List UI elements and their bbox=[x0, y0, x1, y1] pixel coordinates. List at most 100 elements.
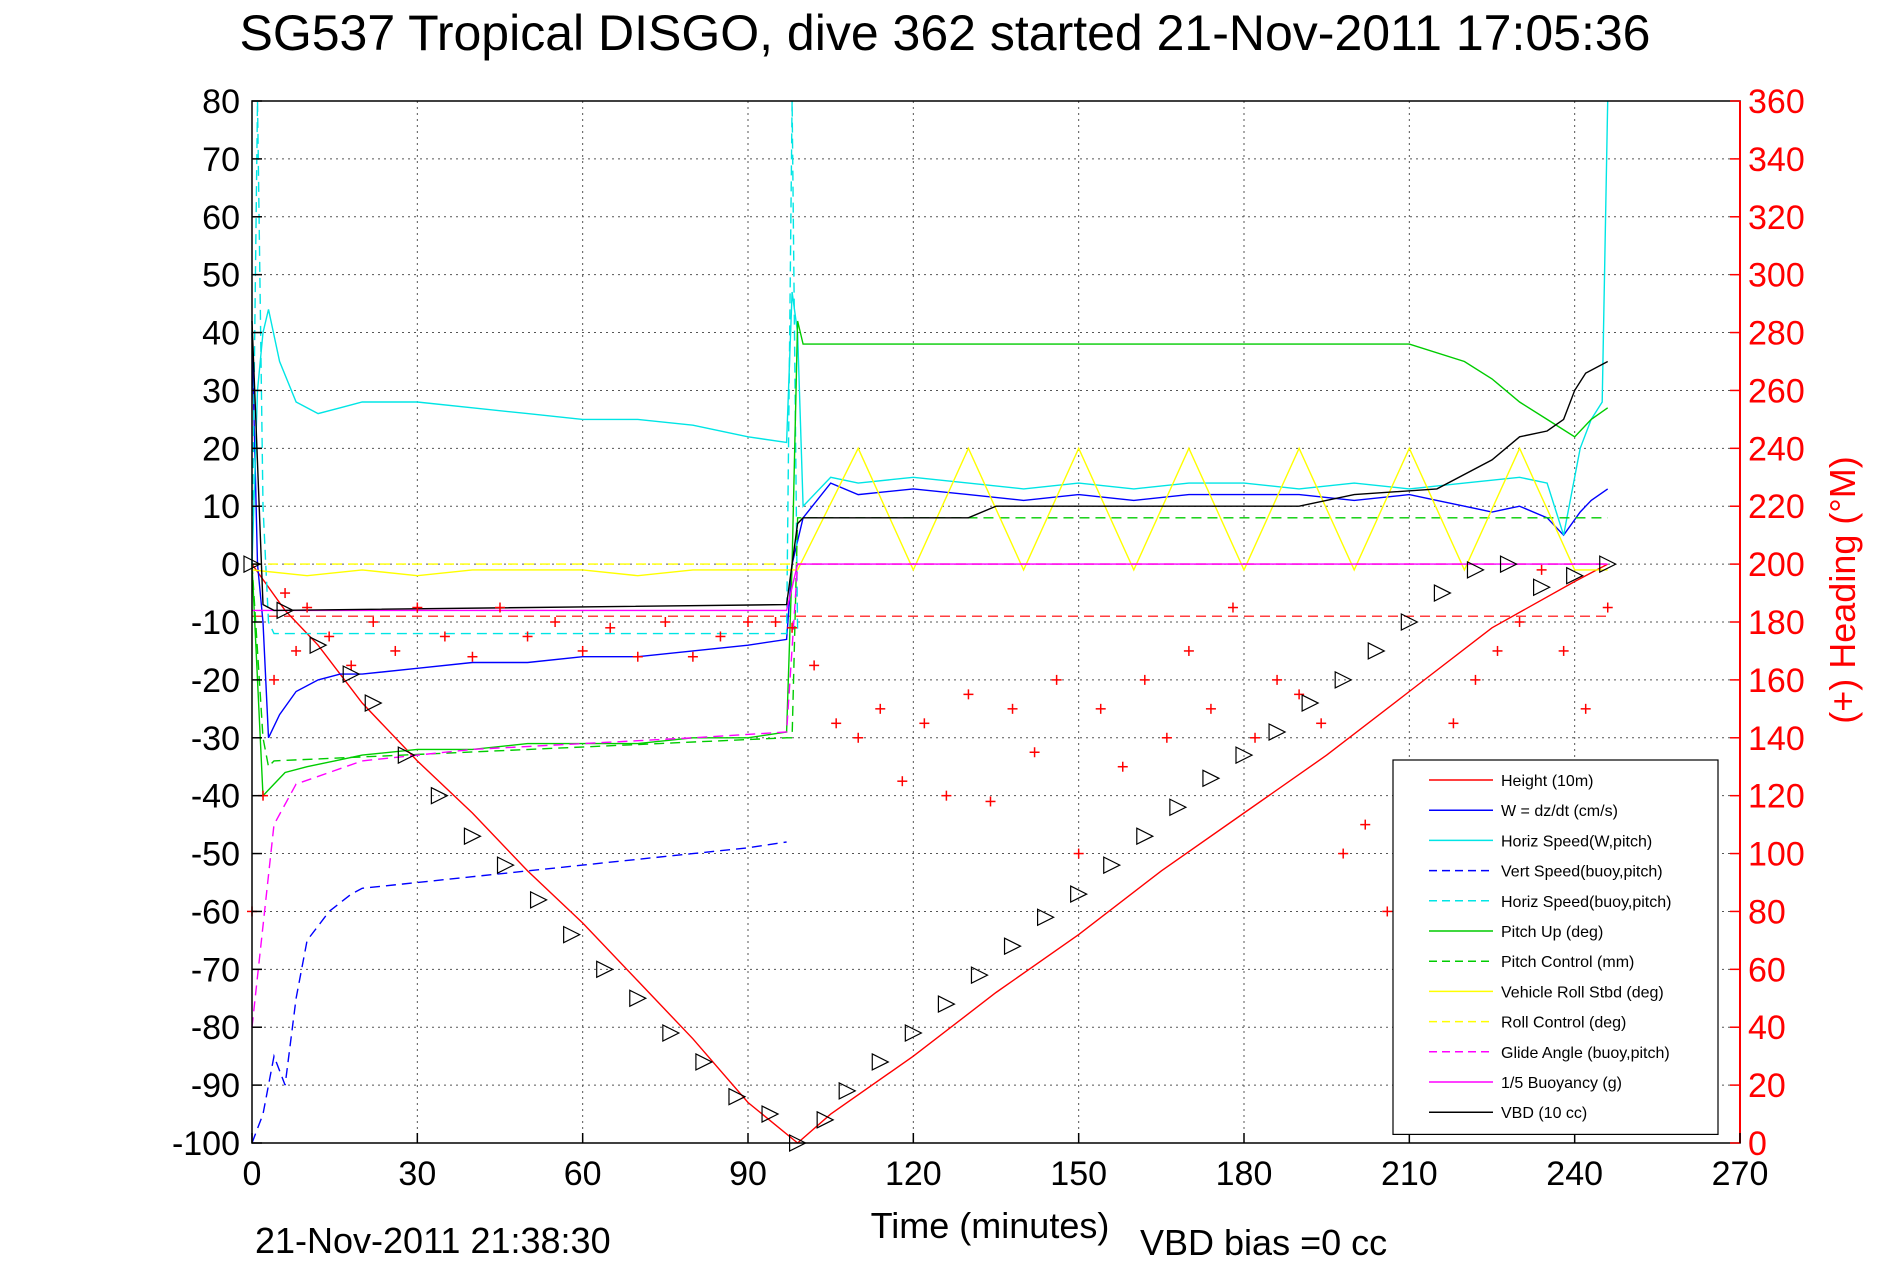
heading-point bbox=[1183, 645, 1194, 656]
y-tick-label: -70 bbox=[191, 951, 240, 989]
heading-point bbox=[1161, 732, 1172, 743]
right-tick-label: 280 bbox=[1748, 315, 1805, 353]
right-tick-label: 160 bbox=[1748, 662, 1805, 700]
vbd-marker bbox=[596, 960, 615, 979]
y-tick-label: 30 bbox=[202, 372, 240, 410]
legend-label: Height (10m) bbox=[1501, 773, 1593, 790]
legend-label: Glide Angle (buoy,pitch) bbox=[1501, 1045, 1670, 1062]
heading-point bbox=[390, 645, 401, 656]
vbd-marker bbox=[1532, 578, 1551, 597]
right-tick-label: 140 bbox=[1748, 720, 1805, 758]
legend-item: Glide Angle (buoy,pitch) bbox=[1429, 1045, 1670, 1062]
bottom-axis-ticks: 0 30 60 90 120 150 180 210 240 270 bbox=[243, 1133, 1768, 1193]
x-tick-label: 210 bbox=[1381, 1155, 1438, 1193]
legend-item: 1/5 Buoyancy (g) bbox=[1429, 1075, 1622, 1092]
legend-label: Horiz Speed(W,pitch) bbox=[1501, 833, 1652, 850]
vbd-marker bbox=[1400, 613, 1419, 631]
right-tick-label: 320 bbox=[1748, 199, 1805, 237]
y-tick-label: 50 bbox=[202, 257, 240, 295]
heading-point bbox=[439, 631, 450, 642]
heading-point bbox=[787, 622, 798, 633]
legend-item: Roll Control (deg) bbox=[1429, 1015, 1626, 1032]
vbd-marker bbox=[1334, 670, 1353, 689]
heading-point bbox=[919, 718, 930, 729]
heading-point bbox=[1360, 819, 1371, 830]
series-line-4 bbox=[251, 100, 799, 635]
heading-point bbox=[1117, 761, 1128, 772]
heading-point bbox=[1007, 703, 1018, 714]
legend-label: Vehicle Roll Stbd (deg) bbox=[1501, 984, 1664, 1001]
y-tick-label: -20 bbox=[191, 662, 240, 700]
x-tick-label: 60 bbox=[564, 1155, 602, 1193]
right-tick-label: 40 bbox=[1748, 1009, 1786, 1047]
heading-point bbox=[291, 645, 302, 656]
legend-item: Horiz Speed(W,pitch) bbox=[1429, 833, 1652, 850]
heading-point bbox=[1294, 689, 1305, 700]
heading-point bbox=[495, 602, 505, 613]
vbd-marker bbox=[276, 601, 295, 620]
y-tick-label: 10 bbox=[202, 488, 240, 526]
right-tick-label: 120 bbox=[1748, 778, 1805, 816]
heading-point bbox=[687, 651, 698, 662]
heading-point bbox=[1272, 674, 1283, 685]
heading-point bbox=[1205, 703, 1216, 714]
heading-point bbox=[1448, 718, 1459, 729]
heading-point bbox=[1095, 703, 1106, 714]
vbd-marker bbox=[970, 966, 989, 985]
legend-label: W = dz/dt (cm/s) bbox=[1501, 803, 1618, 820]
x-tick-label: 0 bbox=[243, 1155, 262, 1193]
heading-point bbox=[467, 651, 478, 662]
x-tick-label: 30 bbox=[398, 1155, 436, 1193]
heading-point bbox=[1536, 564, 1547, 575]
legend-item: Vehicle Roll Stbd (deg) bbox=[1429, 984, 1664, 1001]
heading-point bbox=[1250, 732, 1261, 743]
series-line-7 bbox=[251, 446, 1608, 577]
vbd-marker bbox=[629, 989, 648, 1008]
heading-point bbox=[1558, 645, 1569, 656]
heading-point bbox=[770, 617, 781, 627]
legend-label: Roll Control (deg) bbox=[1501, 1015, 1626, 1032]
y-tick-label: -60 bbox=[191, 893, 240, 931]
heading-point bbox=[1051, 674, 1062, 685]
series-line-1 bbox=[251, 332, 1609, 739]
y-tick-label: 0 bbox=[221, 546, 240, 584]
heading-point bbox=[875, 703, 886, 714]
vbd-marker bbox=[1566, 566, 1585, 585]
vbd-marker bbox=[1301, 694, 1320, 713]
legend-label: Pitch Up (deg) bbox=[1501, 924, 1603, 941]
heading-point bbox=[1492, 645, 1503, 656]
x-tick-label: 90 bbox=[729, 1155, 767, 1193]
heading-point bbox=[660, 617, 671, 627]
legend-item: Pitch Control (mm) bbox=[1429, 954, 1634, 971]
right-tick-label: 20 bbox=[1748, 1067, 1786, 1105]
heading-point bbox=[632, 651, 643, 662]
heading-point bbox=[550, 617, 561, 627]
vbd-marker bbox=[342, 665, 361, 684]
vbd-marker bbox=[463, 827, 482, 846]
right-axis-label: (+) Heading (°M) bbox=[1822, 456, 1863, 723]
right-tick-label: 340 bbox=[1748, 141, 1805, 179]
series-line-9 bbox=[251, 563, 1608, 1028]
heading-point bbox=[368, 617, 379, 627]
vbd-marker bbox=[937, 995, 956, 1014]
right-tick-label: 300 bbox=[1748, 257, 1805, 295]
vbd-marker bbox=[1202, 769, 1221, 788]
chart-title: SG537 Tropical DISGO, dive 362 started 2… bbox=[240, 5, 1651, 61]
vbd-marker bbox=[1136, 827, 1155, 846]
heading-point bbox=[324, 631, 335, 642]
x-tick-label: 120 bbox=[885, 1155, 942, 1193]
x-axis-label: Time (minutes) bbox=[871, 1205, 1110, 1246]
vbd-marker bbox=[529, 890, 548, 909]
series-line-6 bbox=[251, 517, 1608, 769]
right-tick-label: 180 bbox=[1748, 604, 1805, 642]
right-tick-label: 100 bbox=[1748, 836, 1805, 874]
right-tick-label: 220 bbox=[1748, 488, 1805, 526]
footer-vbd-bias: VBD bias =0 cc bbox=[1140, 1222, 1387, 1262]
y-tick-label: 20 bbox=[202, 430, 240, 468]
heading-point bbox=[522, 631, 533, 642]
heading-point bbox=[1338, 848, 1349, 859]
heading-point bbox=[1073, 848, 1084, 859]
legend-item: W = dz/dt (cm/s) bbox=[1429, 803, 1618, 820]
heading-point bbox=[605, 622, 616, 633]
